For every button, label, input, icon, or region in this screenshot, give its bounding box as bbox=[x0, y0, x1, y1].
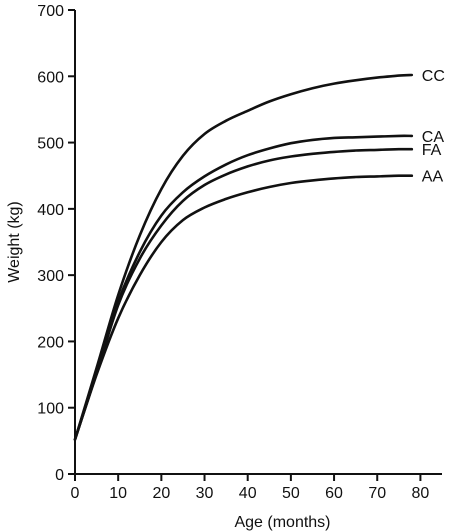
x-tick-label-10: 10 bbox=[109, 485, 127, 502]
y-tick-label-600: 600 bbox=[37, 69, 64, 86]
x-tick-label-0: 0 bbox=[71, 485, 80, 502]
y-ticks: 0 100 200 300 400 500 600 700 bbox=[37, 3, 75, 484]
x-tick-label-60: 60 bbox=[325, 485, 343, 502]
y-tick-label-700: 700 bbox=[37, 3, 64, 20]
y-tick-label-0: 0 bbox=[55, 467, 64, 484]
series-label-cc: CC bbox=[422, 68, 445, 85]
x-tick-label-80: 80 bbox=[412, 485, 430, 502]
y-tick-label-500: 500 bbox=[37, 136, 64, 153]
x-tick-label-50: 50 bbox=[282, 485, 300, 502]
y-tick-label-300: 300 bbox=[37, 268, 64, 285]
x-tick-label-70: 70 bbox=[368, 485, 386, 502]
x-tick-label-30: 30 bbox=[196, 485, 214, 502]
y-tick-label-400: 400 bbox=[37, 202, 64, 219]
series-line-ca bbox=[73, 134, 414, 441]
series-line-cc bbox=[73, 73, 414, 441]
x-ticks: 0 10 20 30 40 50 60 70 80 bbox=[71, 474, 430, 502]
axes bbox=[74, 10, 442, 475]
series-label-fa: FA bbox=[422, 142, 442, 159]
series-label-ca: CA bbox=[422, 129, 445, 146]
x-tick-label-40: 40 bbox=[239, 485, 257, 502]
x-axis-label: Age (months) bbox=[234, 514, 330, 531]
y-tick-label-100: 100 bbox=[37, 401, 64, 418]
series-line-aa bbox=[73, 174, 414, 441]
series-line-fa bbox=[73, 147, 414, 441]
y-axis-label: Weight (kg) bbox=[6, 201, 23, 283]
x-tick-label-20: 20 bbox=[152, 485, 170, 502]
series-label-aa: AA bbox=[422, 169, 444, 186]
y-tick-label-200: 200 bbox=[37, 334, 64, 351]
